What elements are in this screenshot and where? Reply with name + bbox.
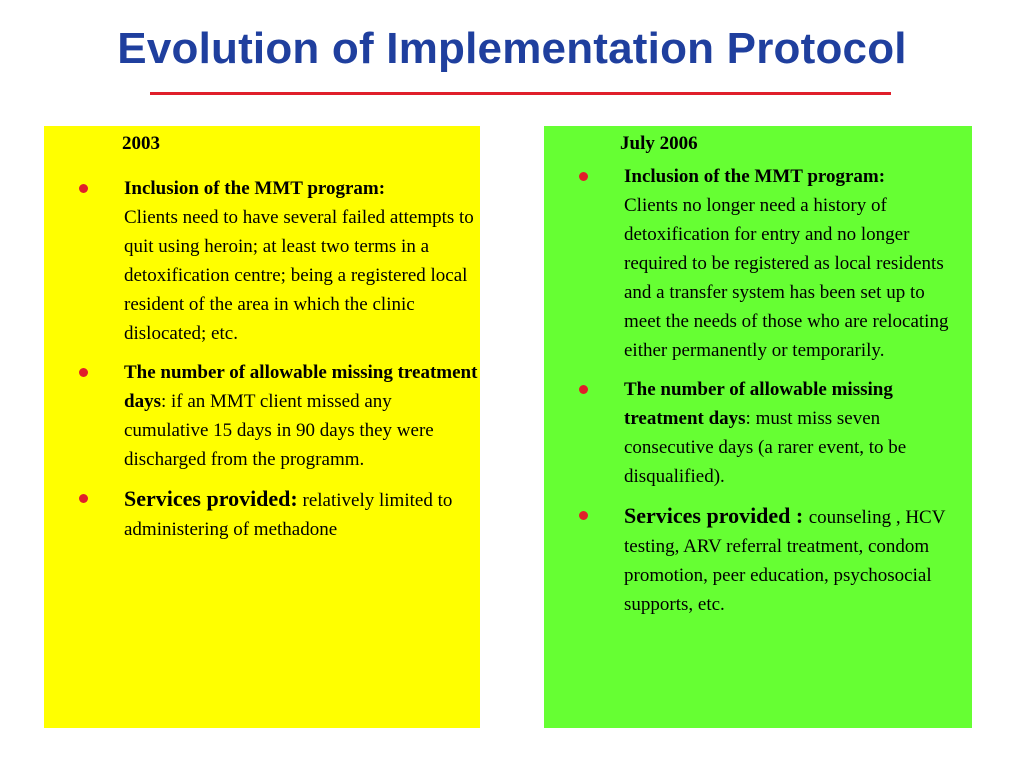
panel-2006: July 2006 Inclusion of the MMT program: …	[544, 126, 972, 728]
bullet-heading: Services provided:	[124, 486, 298, 511]
bullet-dot-icon	[79, 494, 88, 503]
panel-year-2003: 2003	[122, 133, 160, 154]
bullet-heading: Inclusion of the MMT program:	[624, 166, 886, 187]
bullet-inclusion-2006: Inclusion of the MMT program: Clients no…	[579, 162, 964, 365]
bullet-inclusion-2003: Inclusion of the MMT program: Clients ne…	[79, 174, 479, 348]
bullet-text: counseling , HCV testing, ARV referral t…	[624, 507, 946, 615]
panel-2003: 2003 Inclusion of the MMT program: Clien…	[44, 126, 480, 728]
bullet-text: Clients no longer need a history of deto…	[624, 195, 949, 361]
bullet-text: relatively limited to administering of m…	[124, 490, 453, 540]
bullet-missing-days-2003: The number of allowable missing treatmen…	[79, 358, 479, 474]
panel-year-2006: July 2006	[620, 133, 698, 154]
bullet-services-2003: Services provided: relatively limited to…	[79, 484, 479, 544]
bullet-list-2003: Inclusion of the MMT program: Clients ne…	[79, 174, 479, 554]
slide-title: Evolution of Implementation Protocol	[117, 24, 907, 73]
bullet-services-2006: Services provided : counseling , HCV tes…	[579, 501, 964, 619]
bullet-missing-days-2006: The number of allowable missing treatmen…	[579, 375, 964, 491]
bullet-dot-icon	[79, 368, 88, 377]
bullet-text: : must miss seven consecutive days (a ra…	[624, 408, 907, 487]
bullet-text: : if an MMT client missed any cumulative…	[124, 391, 434, 470]
bullet-dot-icon	[579, 172, 588, 181]
bullet-heading: Services provided :	[624, 503, 809, 528]
bullet-text: Clients need to have several failed atte…	[124, 207, 474, 344]
bullet-list-2006: Inclusion of the MMT program: Clients no…	[579, 162, 964, 629]
bullet-heading: Inclusion of the MMT program:	[124, 178, 386, 199]
title-underline	[150, 92, 891, 95]
bullet-dot-icon	[579, 385, 588, 394]
bullet-dot-icon	[579, 511, 588, 520]
bullet-dot-icon	[79, 184, 88, 193]
bullet-heading: The number of allowable missing treatmen…	[124, 362, 478, 412]
bullet-heading: The number of allowable missing treatmen…	[624, 379, 893, 429]
